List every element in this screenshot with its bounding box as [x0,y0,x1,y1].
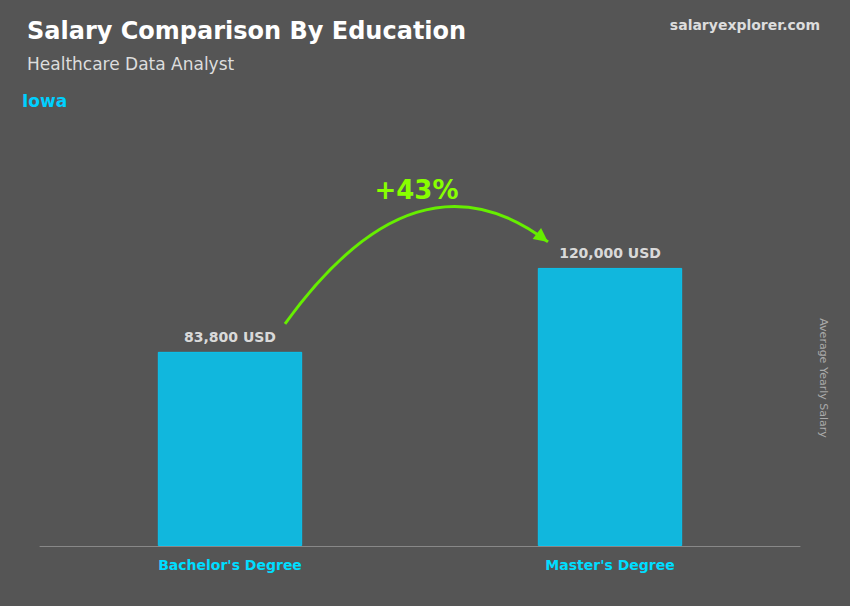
svg-text:120,000 USD: 120,000 USD [559,245,661,261]
svg-text:Bachelor's Degree: Bachelor's Degree [158,557,302,573]
svg-text:Iowa: Iowa [22,91,67,111]
svg-text:Healthcare Data Analyst: Healthcare Data Analyst [27,54,235,74]
svg-text:salaryexplorer.com: salaryexplorer.com [670,17,820,33]
svg-text:83,800 USD: 83,800 USD [184,329,276,345]
svg-text:Master's Degree: Master's Degree [545,557,674,573]
svg-text:Salary Comparison By Education: Salary Comparison By Education [27,17,466,45]
svg-text:Average Yearly Salary: Average Yearly Salary [817,318,830,438]
svg-text:+43%: +43% [374,175,458,205]
